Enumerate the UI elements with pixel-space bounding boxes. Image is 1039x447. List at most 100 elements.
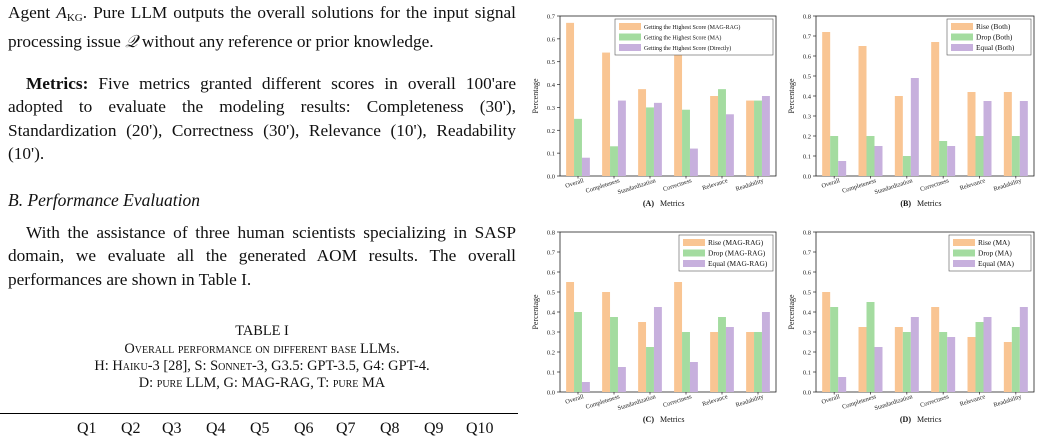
y-tick-label: 0.5 <box>547 59 555 66</box>
bar-overall-series-3 <box>581 382 590 392</box>
table-column-q8: Q8 <box>380 420 400 437</box>
y-tick-label: 0.2 <box>803 350 811 357</box>
bar-completeness-series-3 <box>617 100 626 176</box>
bar-readability-series-3 <box>1019 307 1028 392</box>
math-q: 𝒬 <box>125 32 138 52</box>
table-top-rule <box>0 413 518 414</box>
bar-overall-series-1 <box>566 282 575 392</box>
x-tick-label: Standardization <box>874 177 915 196</box>
legend-swatch <box>619 33 641 41</box>
x-tick-label: Correctness <box>919 177 950 193</box>
bar-readability-series-1 <box>746 100 755 176</box>
table-column-q6: Q6 <box>294 420 314 437</box>
legend-entry: Rise (MA) <box>978 238 1010 247</box>
y-tick-label: 0.2 <box>547 350 555 357</box>
bar-relevance-series-3 <box>983 317 992 392</box>
y-tick-label: 0.7 <box>803 250 812 257</box>
bar-completeness-series-3 <box>617 367 626 392</box>
table-column-q3: Q3 <box>162 420 182 437</box>
plot-frame <box>559 15 777 177</box>
legend-entry: Drop (MA) <box>978 249 1012 258</box>
text-run: without any reference or prior knowledge… <box>137 32 434 52</box>
y-tick-label: 0.7 <box>803 34 812 41</box>
bar-correctness-series-1 <box>674 41 683 177</box>
legend-entry: Drop (MAG-RAG) <box>708 249 766 258</box>
panel-label: (B) <box>900 199 911 208</box>
y-tick-label: 0.2 <box>547 128 555 135</box>
math-agent-subscript: KG <box>66 12 83 24</box>
y-tick-label: 0.3 <box>803 114 811 121</box>
y-tick-label: 0.3 <box>803 330 811 337</box>
paragraph-metrics: Metrics: Five metrics granted different … <box>8 72 516 165</box>
legend-entry: Getting the Highest Score (Directly) <box>644 45 731 52</box>
bar-relevance-series-1 <box>967 92 976 176</box>
y-tick-label: 0.6 <box>803 270 812 277</box>
bar-readability-series-2 <box>1011 327 1020 392</box>
chart-panel-c: 0.0 0.1 0.2 0.3 0.4 0.5 0.6 0.7 0.8 Percentage Ove… <box>531 230 777 424</box>
y-tick-label: 0.2 <box>803 134 811 141</box>
y-tick-label: 0.1 <box>803 370 811 377</box>
legend-swatch <box>683 239 705 246</box>
y-tick-label: 0.3 <box>547 330 555 337</box>
chart-panel-b: 0.0 0.1 0.2 0.3 0.4 0.5 0.6 0.7 0.8 Percentage Ove… <box>787 14 1035 208</box>
table-column-q10: Q10 <box>466 420 494 437</box>
legend-entry: Getting the Highest Score (MAG-RAG) <box>644 24 740 31</box>
legend-swatch <box>953 260 975 267</box>
bar-relevance-series-1 <box>710 96 719 176</box>
text-run: Agent <box>8 3 57 22</box>
bar-correctness-series-2 <box>939 332 948 392</box>
x-axis-label: Metrics <box>660 415 684 424</box>
y-tick-label: 0.8 <box>547 230 555 237</box>
legend-entry: Equal (MA) <box>978 259 1014 268</box>
bar-overall-series-3 <box>838 377 847 392</box>
y-tick-label: 0.6 <box>547 270 556 277</box>
legend-entry: Rise (Both) <box>976 22 1011 31</box>
bar-relevance-series-2 <box>718 89 726 176</box>
legend-swatch <box>619 23 641 30</box>
legend-swatch <box>951 33 973 41</box>
bar-overall-series-2 <box>830 307 839 392</box>
bar-standardization-series-2 <box>646 107 654 176</box>
legend-entry: Drop (Both) <box>976 33 1013 42</box>
bar-completeness-series-1 <box>602 292 611 392</box>
legend-entry: Rise (MAG-RAG) <box>708 238 764 247</box>
x-tick-label: Overall <box>564 177 584 190</box>
bar-correctness-series-1 <box>674 282 683 392</box>
bar-correctness-series-3 <box>689 362 698 392</box>
table-caption-line-2: H: Haiku-3 [28], S: Sonnet-3, G3.5: GPT-… <box>94 358 430 374</box>
bar-readability-series-3 <box>1019 101 1028 176</box>
x-tick-label: Standardization <box>617 393 658 412</box>
section-heading: B. Performance Evaluation <box>8 190 200 210</box>
y-tick-label: 0.8 <box>803 230 811 237</box>
y-tick-label: 0.1 <box>803 154 811 161</box>
x-tick-label: Overall <box>821 393 841 406</box>
bar-readability-series-3 <box>761 96 770 176</box>
y-tick-label: 0.5 <box>803 74 811 81</box>
y-axis-label: Percentage <box>531 78 540 114</box>
table-column-q5: Q5 <box>250 420 270 437</box>
x-tick-label: Readability <box>993 393 1024 409</box>
bar-completeness-series-3 <box>874 347 883 392</box>
x-tick-label: Completeness <box>841 177 877 195</box>
x-tick-label: Correctness <box>662 393 693 409</box>
y-tick-label: 0.4 <box>547 310 556 317</box>
bar-readability-series-2 <box>754 100 762 176</box>
y-tick-label: 0.0 <box>547 390 555 397</box>
bar-relevance-series-3 <box>725 327 734 392</box>
bar-standardization-series-3 <box>910 78 919 176</box>
legend-box <box>614 18 774 56</box>
legend-entry: Equal (MAG-RAG) <box>708 259 768 268</box>
bar-overall-series-3 <box>581 157 590 176</box>
bar-completeness-series-1 <box>858 46 867 176</box>
bar-relevance-series-3 <box>983 101 992 176</box>
bar-standardization-series-1 <box>638 322 647 392</box>
bar-standardization-series-2 <box>902 156 911 176</box>
bar-standardization-series-1 <box>894 327 903 392</box>
y-tick-label: 0.0 <box>547 174 555 181</box>
bar-readability-series-2 <box>754 332 762 392</box>
bar-completeness-series-2 <box>610 146 618 176</box>
bar-completeness-series-1 <box>858 327 867 392</box>
panel-label: (C) <box>643 415 654 424</box>
bar-correctness-series-1 <box>931 42 940 176</box>
bar-overall-series-2 <box>830 136 839 176</box>
